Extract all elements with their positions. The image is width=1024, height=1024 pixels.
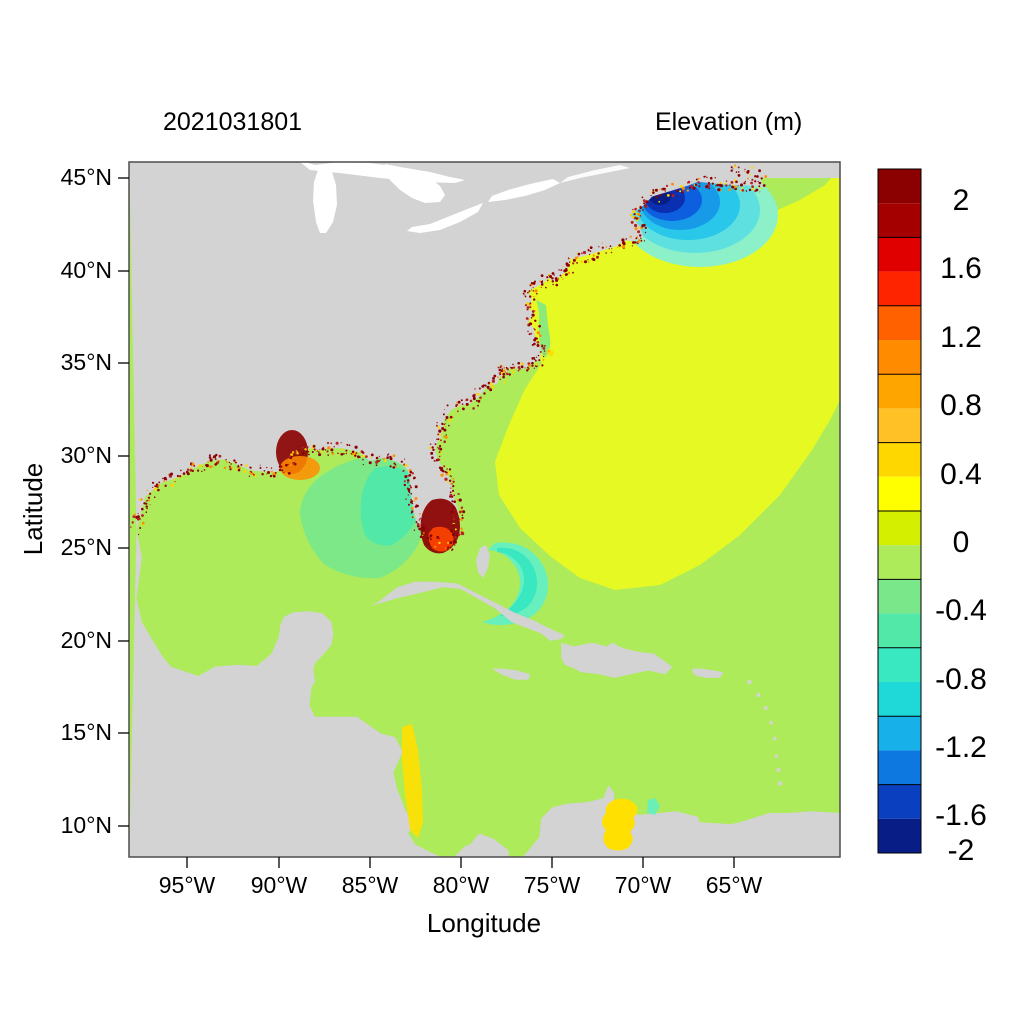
svg-text:0: 0: [953, 526, 970, 559]
svg-text:-0.4: -0.4: [935, 594, 987, 627]
svg-text:-0.8: -0.8: [935, 663, 987, 696]
svg-text:0.8: 0.8: [940, 389, 982, 422]
svg-text:25°N: 25°N: [61, 534, 112, 560]
svg-text:0.4: 0.4: [940, 458, 982, 491]
svg-text:Longitude: Longitude: [427, 908, 541, 938]
svg-text:70°W: 70°W: [615, 872, 672, 898]
svg-text:1.6: 1.6: [940, 252, 982, 285]
svg-text:-1.2: -1.2: [935, 731, 987, 764]
svg-text:20°N: 20°N: [61, 627, 112, 653]
svg-text:80°W: 80°W: [433, 872, 490, 898]
svg-text:85°W: 85°W: [342, 872, 399, 898]
svg-text:95°W: 95°W: [159, 872, 216, 898]
svg-text:Elevation (m): Elevation (m): [655, 108, 802, 136]
svg-text:-1.6: -1.6: [935, 799, 987, 832]
svg-text:90°W: 90°W: [251, 872, 308, 898]
svg-text:30°N: 30°N: [61, 442, 112, 468]
svg-text:-2: -2: [948, 834, 975, 867]
svg-text:75°W: 75°W: [524, 872, 581, 898]
svg-text:15°N: 15°N: [61, 719, 112, 745]
svg-text:35°N: 35°N: [61, 349, 112, 375]
svg-text:2: 2: [953, 184, 970, 217]
svg-text:Latitude: Latitude: [18, 463, 48, 556]
svg-text:2021031801: 2021031801: [163, 108, 302, 136]
svg-text:10°N: 10°N: [61, 812, 112, 838]
svg-text:65°W: 65°W: [706, 872, 763, 898]
svg-text:40°N: 40°N: [61, 257, 112, 283]
svg-text:1.2: 1.2: [940, 321, 982, 354]
svg-text:45°N: 45°N: [61, 164, 112, 190]
